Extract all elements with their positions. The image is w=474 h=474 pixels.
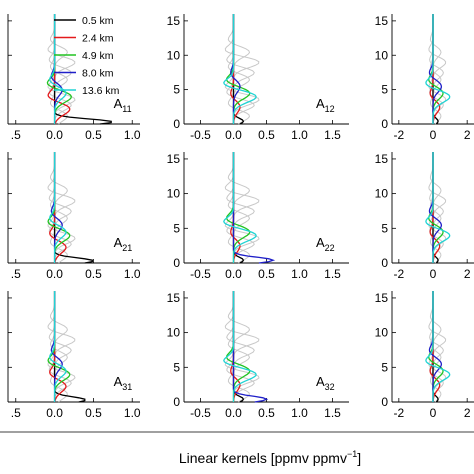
x-tick-label: .5 — [11, 267, 21, 281]
y-tick-label: 5 — [381, 221, 388, 235]
series-line-13-6-km — [223, 14, 257, 124]
legend-label: 4.9 km — [82, 50, 114, 62]
x-tick-label: 0.0 — [46, 128, 63, 142]
x-tick-label: 0.5 — [258, 406, 275, 420]
series-line-13-6-km — [223, 291, 257, 402]
x-tick-label: 0 — [430, 406, 437, 420]
panel-A13: 0 5 10 15 -2 0 2 — [375, 14, 474, 142]
y-tick-label: 15 — [167, 152, 181, 166]
x-tick-label: 0.0 — [225, 406, 242, 420]
legend-item: 13.6 km — [54, 85, 120, 97]
y-tick-label: 15 — [375, 152, 389, 166]
x-tick-label: 0.5 — [258, 128, 275, 142]
y-tick-label: 10 — [167, 48, 181, 62]
series-line-13-6-km — [425, 291, 451, 402]
panel-label: A12 — [316, 96, 335, 114]
series-line-13-6-km — [425, 14, 451, 124]
panel-A11: .5 0.0 0.5 1.0 A11 — [7, 14, 141, 142]
x-tick-label: 0.5 — [85, 267, 102, 281]
series-line-13-6-km — [49, 14, 67, 124]
legend-label: 0.5 km — [82, 15, 114, 27]
x-tick-label: 2 — [464, 406, 471, 420]
series-line-13-6-km — [425, 152, 451, 263]
x-tick-label: 1.5 — [324, 267, 341, 281]
series-line-13-6-km — [49, 152, 67, 263]
legend-label: 13.6 km — [82, 85, 120, 97]
x-tick-label: -2 — [393, 267, 404, 281]
x-tick-label: 0.0 — [46, 406, 63, 420]
panel-A31: .5 0.0 0.5 1.0 A31 — [7, 291, 141, 420]
legend-label: 8.0 km — [82, 68, 114, 80]
y-tick-label: 0 — [381, 256, 388, 270]
x-tick-label: 1.0 — [291, 128, 308, 142]
x-tick-label: 0.0 — [225, 128, 242, 142]
x-axis-label: Linear kernels [ppmv ppmv−1] — [179, 449, 361, 466]
y-tick-label: 0 — [173, 117, 180, 131]
legend-item: 8.0 km — [54, 68, 114, 80]
legend-item: 2.4 km — [54, 33, 114, 45]
x-tick-label: 0.0 — [46, 267, 63, 281]
y-tick-label: 15 — [375, 291, 389, 305]
panel-A22: 0 5 10 15 -0.5 0.0 0.5 1.0 1.5 A22 — [167, 152, 349, 281]
y-tick-label: 5 — [173, 83, 180, 97]
x-tick-label: 0.5 — [85, 128, 102, 142]
y-tick-label: 5 — [381, 360, 388, 374]
panel-A33: 0 5 10 15 -2 0 2 — [375, 291, 474, 420]
series-line-13-6-km — [49, 291, 67, 402]
x-tick-label: 1.0 — [291, 406, 308, 420]
y-tick-label: 10 — [375, 326, 389, 340]
y-tick-label: 15 — [167, 291, 181, 305]
legend-label: 2.4 km — [82, 33, 114, 45]
y-tick-label: 5 — [173, 221, 180, 235]
x-tick-label: 2 — [464, 267, 471, 281]
panel-label: A31 — [114, 374, 133, 392]
y-tick-label: 10 — [167, 326, 181, 340]
x-tick-label: 1.0 — [124, 267, 141, 281]
series-line-13-6-km — [223, 152, 257, 263]
y-tick-label: 0 — [381, 395, 388, 409]
x-tick-label: -2 — [393, 128, 404, 142]
x-tick-label: 1.5 — [324, 406, 341, 420]
x-tick-label: 1.5 — [324, 128, 341, 142]
y-tick-label: 0 — [381, 117, 388, 131]
y-tick-label: 0 — [173, 256, 180, 270]
x-tick-label: 1.0 — [124, 128, 141, 142]
panel-A32: 0 5 10 15 -0.5 0.0 0.5 1.0 1.5 A32 — [167, 291, 349, 420]
y-tick-label: 15 — [375, 14, 389, 28]
panel-label: A21 — [114, 235, 133, 253]
legend: 0.5 km 2.4 km 4.9 km 8.0 km 13.6 km — [54, 15, 120, 97]
panel-label: A11 — [114, 96, 132, 114]
panel-A12: 0 5 10 15 -0.5 0.0 0.5 1.0 1.5 A12 — [167, 14, 349, 142]
x-tick-label: -2 — [393, 406, 404, 420]
legend-item: 0.5 km — [54, 15, 114, 27]
x-tick-label: 0.0 — [225, 267, 242, 281]
y-tick-label: 0 — [173, 395, 180, 409]
x-tick-label: -0.5 — [190, 267, 211, 281]
x-tick-label: .5 — [11, 128, 21, 142]
x-tick-label: 0.5 — [258, 267, 275, 281]
x-tick-label: .5 — [11, 406, 21, 420]
x-tick-label: 2 — [464, 128, 471, 142]
x-tick-label: 1.0 — [291, 267, 308, 281]
x-tick-label: -0.5 — [190, 406, 211, 420]
y-tick-label: 5 — [381, 83, 388, 97]
y-tick-label: 15 — [167, 14, 181, 28]
x-tick-label: 0 — [430, 267, 437, 281]
y-tick-label: 10 — [167, 187, 181, 201]
x-tick-label: 0 — [430, 128, 437, 142]
x-tick-label: 0.5 — [85, 406, 102, 420]
y-tick-label: 10 — [375, 48, 389, 62]
legend-item: 4.9 km — [54, 50, 114, 62]
panel-A23: 0 5 10 15 -2 0 2 — [375, 152, 474, 281]
y-tick-label: 10 — [375, 187, 389, 201]
panel-A21: .5 0.0 0.5 1.0 A21 — [7, 152, 141, 281]
panel-label: A22 — [316, 235, 335, 253]
x-tick-label: -0.5 — [190, 128, 211, 142]
x-tick-label: 1.0 — [124, 406, 141, 420]
panel-label: A32 — [316, 374, 335, 392]
y-tick-label: 5 — [173, 360, 180, 374]
